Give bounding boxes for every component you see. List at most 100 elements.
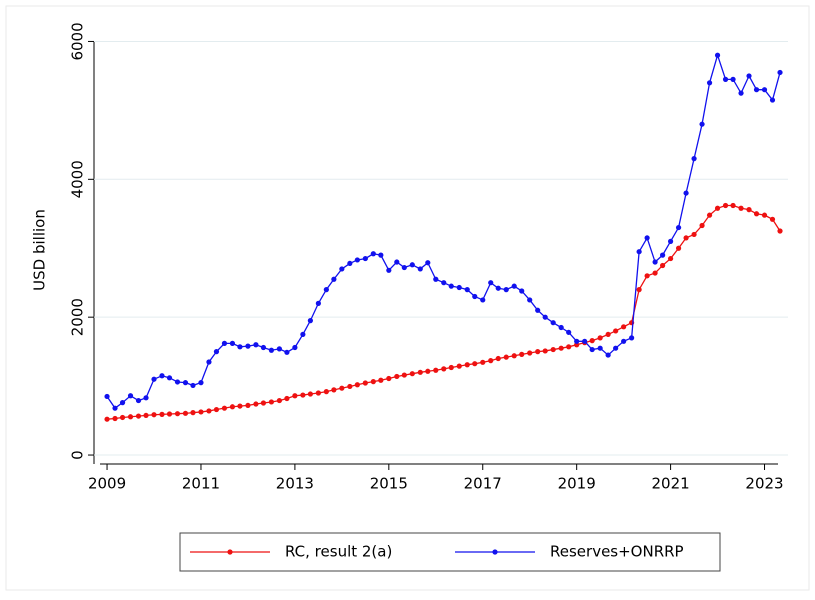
point bbox=[746, 207, 752, 213]
point bbox=[456, 363, 462, 369]
point bbox=[605, 352, 611, 358]
point bbox=[315, 390, 321, 396]
point bbox=[339, 385, 345, 391]
point bbox=[589, 338, 595, 344]
point bbox=[730, 76, 736, 82]
point bbox=[135, 397, 142, 404]
point bbox=[206, 359, 212, 365]
legend-marker bbox=[227, 549, 233, 555]
point bbox=[417, 369, 423, 375]
y-tick-label: 6000 bbox=[69, 22, 87, 60]
point bbox=[448, 364, 454, 371]
point bbox=[667, 255, 674, 262]
x-tick-label: 2015 bbox=[370, 475, 408, 493]
point bbox=[761, 87, 768, 93]
point bbox=[237, 344, 243, 350]
point bbox=[433, 276, 439, 282]
point bbox=[135, 413, 142, 419]
point bbox=[644, 273, 650, 279]
point bbox=[182, 410, 189, 416]
point bbox=[370, 251, 376, 257]
point bbox=[738, 205, 744, 211]
point bbox=[174, 379, 181, 385]
point bbox=[769, 216, 776, 222]
point bbox=[714, 205, 721, 211]
point bbox=[558, 345, 564, 351]
point bbox=[331, 387, 337, 393]
point bbox=[198, 380, 204, 386]
point bbox=[253, 342, 259, 348]
point bbox=[143, 412, 149, 419]
x-tick-label: 2011 bbox=[182, 475, 220, 493]
point bbox=[566, 344, 572, 350]
point bbox=[433, 367, 439, 373]
point bbox=[268, 399, 275, 405]
legend-marker bbox=[492, 549, 498, 555]
point bbox=[675, 245, 682, 251]
point bbox=[480, 297, 486, 303]
point bbox=[323, 287, 329, 293]
point bbox=[636, 287, 642, 293]
point bbox=[441, 366, 447, 372]
point bbox=[182, 380, 189, 386]
point bbox=[629, 335, 635, 341]
point bbox=[394, 373, 400, 380]
point bbox=[605, 331, 611, 338]
point bbox=[409, 262, 415, 268]
point bbox=[315, 300, 321, 306]
point bbox=[753, 211, 760, 217]
x-tick-label: 2019 bbox=[558, 475, 596, 493]
point bbox=[636, 249, 642, 255]
point bbox=[347, 260, 353, 267]
point bbox=[464, 362, 470, 368]
point bbox=[229, 404, 236, 410]
point bbox=[527, 297, 533, 303]
point bbox=[660, 262, 666, 269]
point bbox=[401, 264, 407, 271]
point bbox=[699, 222, 705, 229]
y-tick-label: 0 bbox=[69, 450, 87, 460]
point bbox=[621, 338, 627, 344]
point bbox=[644, 235, 650, 241]
point bbox=[362, 255, 368, 262]
point bbox=[112, 415, 118, 422]
point bbox=[722, 202, 729, 209]
point bbox=[331, 276, 337, 282]
point bbox=[566, 329, 572, 335]
point bbox=[753, 87, 760, 93]
point bbox=[425, 368, 431, 374]
point bbox=[550, 320, 556, 326]
point bbox=[652, 270, 658, 276]
point bbox=[112, 405, 118, 411]
point bbox=[213, 406, 220, 413]
point bbox=[409, 371, 415, 377]
point bbox=[159, 411, 165, 417]
point bbox=[683, 235, 689, 241]
point bbox=[394, 259, 400, 265]
point bbox=[292, 344, 298, 351]
point bbox=[769, 97, 776, 103]
point bbox=[260, 400, 267, 406]
point bbox=[777, 228, 783, 234]
y-tick-label: 4000 bbox=[69, 160, 87, 198]
point bbox=[417, 266, 423, 272]
point bbox=[519, 351, 525, 357]
point bbox=[151, 412, 157, 418]
point bbox=[472, 361, 478, 367]
point bbox=[582, 338, 588, 344]
point bbox=[276, 346, 282, 352]
point bbox=[675, 224, 682, 231]
point bbox=[300, 392, 306, 398]
x-tick-label: 2021 bbox=[652, 475, 690, 493]
point bbox=[370, 379, 376, 385]
point bbox=[714, 52, 721, 58]
x-tick-label: 2017 bbox=[464, 475, 502, 493]
point bbox=[777, 69, 783, 76]
point bbox=[151, 376, 157, 382]
point bbox=[652, 259, 658, 265]
point bbox=[307, 318, 313, 324]
point bbox=[354, 382, 360, 388]
y-tick-label: 2000 bbox=[69, 298, 87, 336]
frame bbox=[5, 5, 810, 591]
point bbox=[480, 359, 486, 365]
